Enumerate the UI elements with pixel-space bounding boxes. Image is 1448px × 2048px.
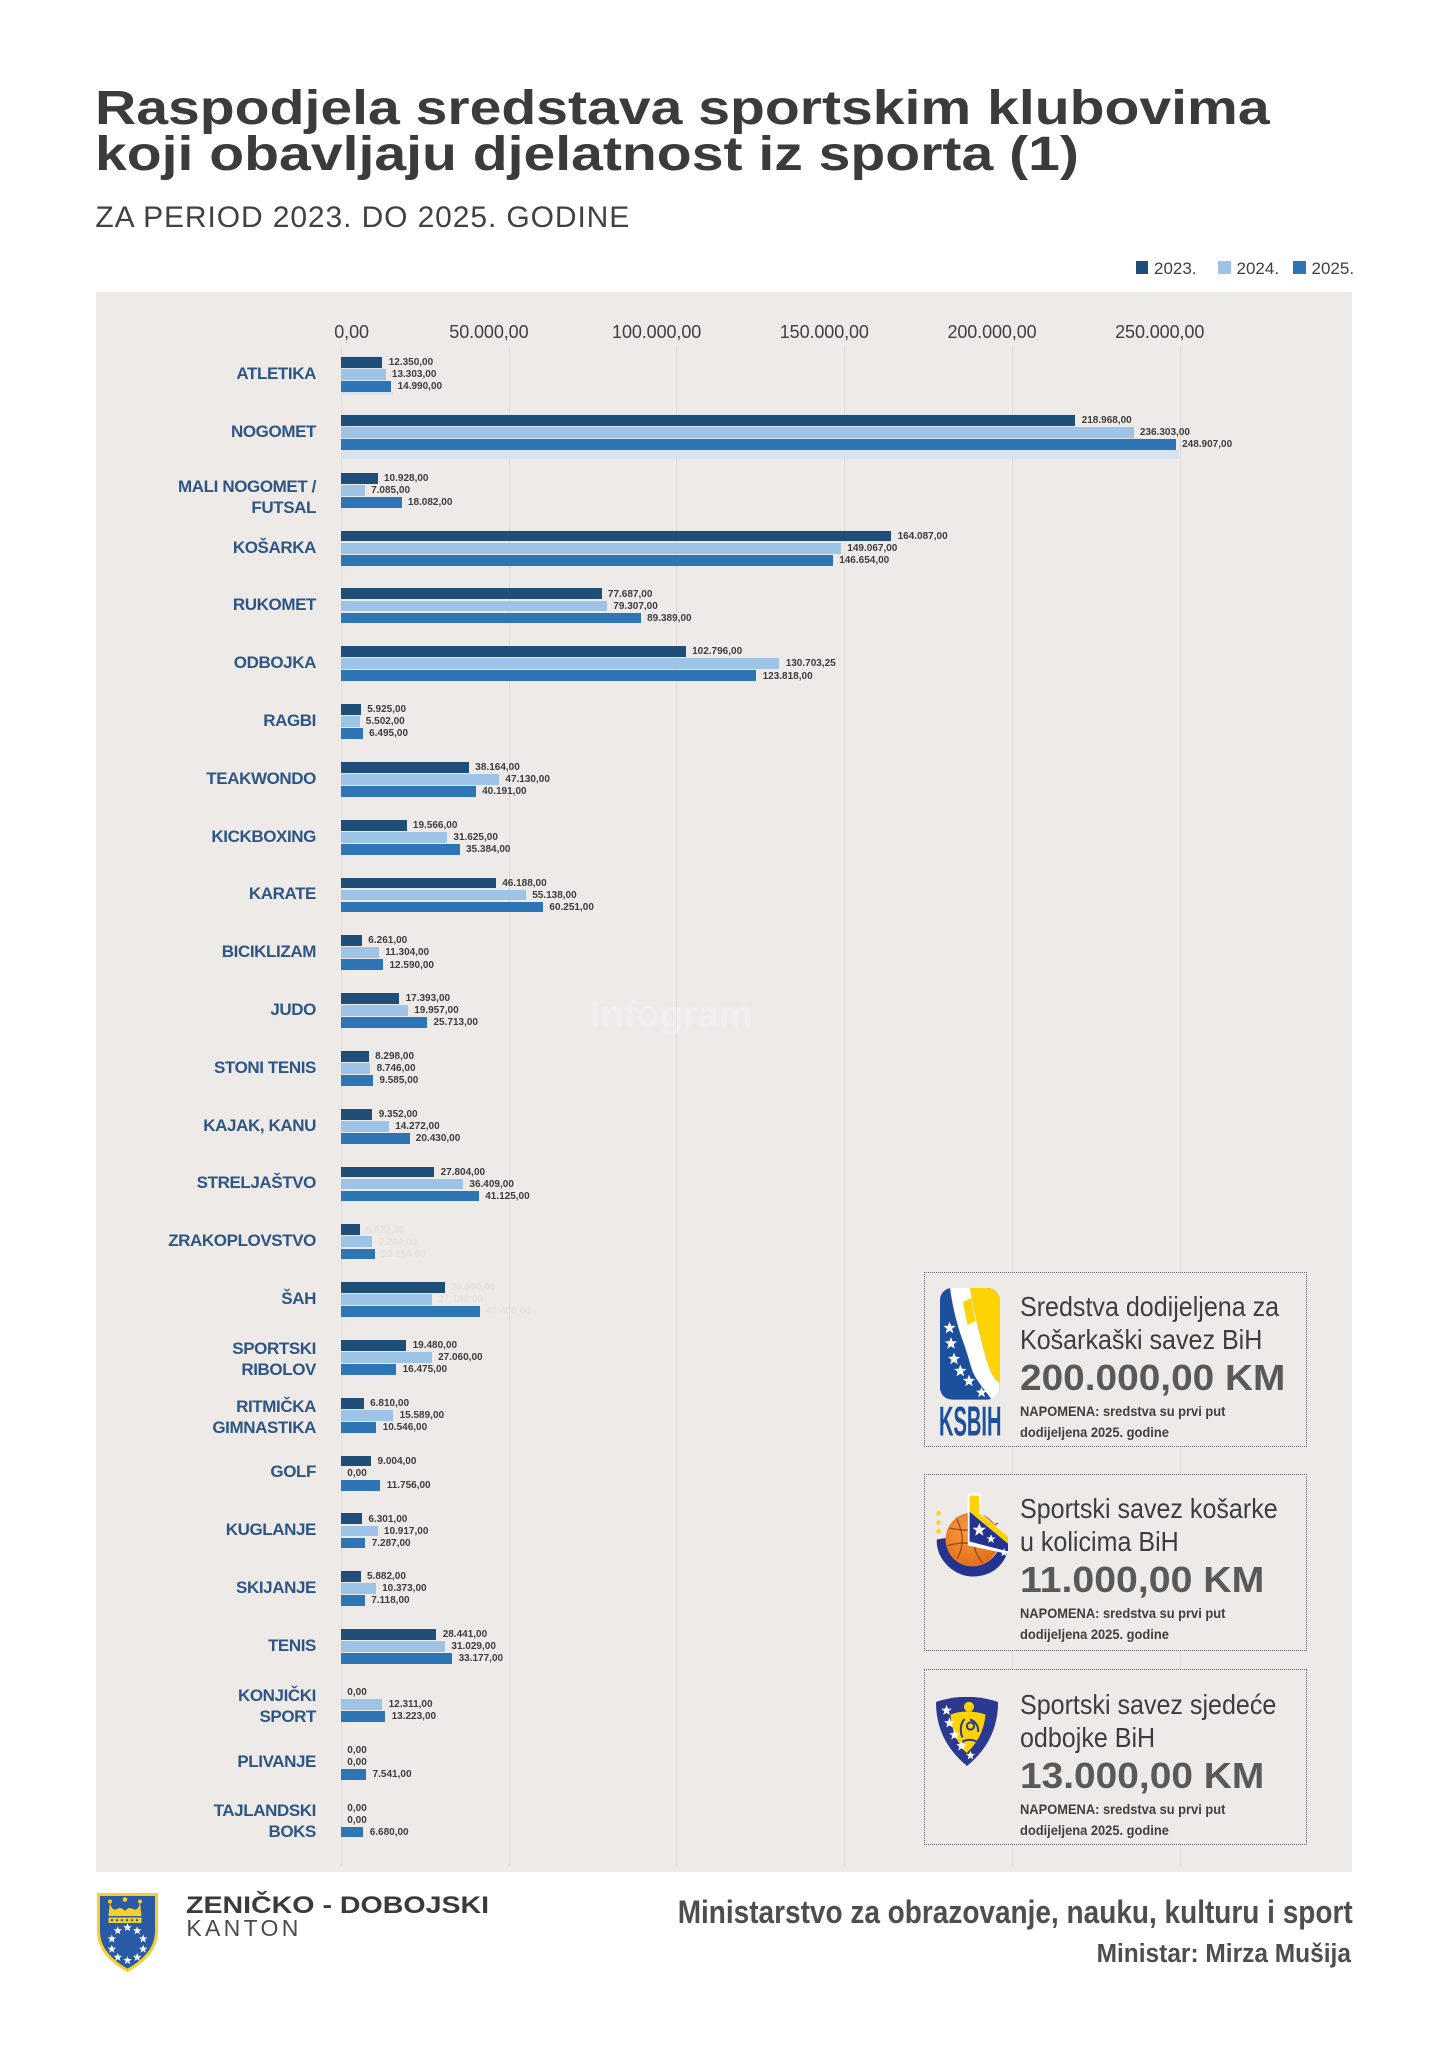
svg-text:KSBIH: KSBIH [940,1398,1001,1441]
